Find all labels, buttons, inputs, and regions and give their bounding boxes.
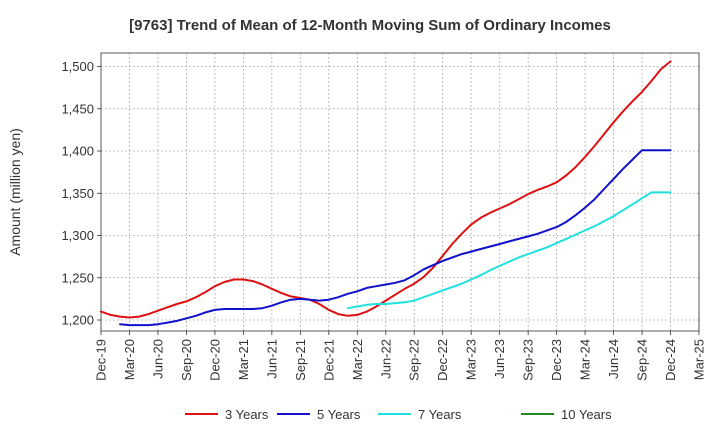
legend-label-7-years: 7 Years xyxy=(418,407,462,422)
y-axis-label: Amount (million yen) xyxy=(7,128,23,256)
x-tick-label: Mar-25 xyxy=(692,339,707,380)
x-tick-label: Sep-24 xyxy=(635,339,650,381)
x-tick-label: Sep-20 xyxy=(179,339,194,381)
x-tick-label: Mar-22 xyxy=(350,339,365,380)
chart-title: [9763] Trend of Mean of 12-Month Moving … xyxy=(129,17,611,34)
y-tick-label: 1,400 xyxy=(61,144,94,159)
y-tick-label: 1,200 xyxy=(61,313,94,328)
legend-label-10-years: 10 Years xyxy=(561,407,612,422)
x-tick-label: Dec-20 xyxy=(207,339,222,381)
x-tick-label: Jun-20 xyxy=(150,339,165,379)
x-tick-label: Jun-24 xyxy=(606,339,621,379)
x-tick-label: Dec-19 xyxy=(94,339,109,381)
plot-area-frame xyxy=(100,52,700,332)
x-tick-label: Mar-23 xyxy=(464,339,479,380)
y-tick-label: 1,250 xyxy=(61,270,94,285)
y-tick-label: 1,350 xyxy=(61,186,94,201)
x-tick-label: Dec-23 xyxy=(549,339,564,381)
x-tick-label: Jun-23 xyxy=(492,339,507,379)
series-line-5-years xyxy=(119,149,672,327)
x-tick-label: Jun-22 xyxy=(378,339,393,379)
series-group xyxy=(100,60,672,327)
x-tick-label: Jun-21 xyxy=(264,339,279,379)
y-tick-label: 1,500 xyxy=(61,59,94,74)
x-tick-label: Dec-24 xyxy=(663,339,678,381)
y-tick-label: 1,300 xyxy=(61,228,94,243)
grid xyxy=(100,53,700,331)
x-tick-label: Mar-24 xyxy=(578,339,593,380)
x-tick-label: Dec-21 xyxy=(321,339,336,381)
series-line-7-years xyxy=(346,191,672,310)
y-axis: 1,200 1,250 1,300 1,350 1,400 1,450 1,500 xyxy=(61,59,101,328)
x-tick-label: Mar-20 xyxy=(122,339,137,380)
legend-label-5-years: 5 Years xyxy=(317,407,361,422)
x-tick-label: Sep-21 xyxy=(293,339,308,381)
legend: 3 Years 5 Years 7 Years 10 Years xyxy=(185,407,612,422)
x-tick-label: Sep-22 xyxy=(407,339,422,381)
x-tick-label: Dec-22 xyxy=(435,339,450,381)
x-axis: Dec-19 Mar-20 Jun-20 Sep-20 Dec-20 Mar-21 Jun-… xyxy=(94,331,707,381)
series-line-3-years xyxy=(100,60,672,319)
y-tick-label: 1,450 xyxy=(61,101,94,116)
x-tick-label: Mar-21 xyxy=(236,339,251,380)
legend-label-3-years: 3 Years xyxy=(225,407,269,422)
x-tick-label: Sep-23 xyxy=(521,339,536,381)
